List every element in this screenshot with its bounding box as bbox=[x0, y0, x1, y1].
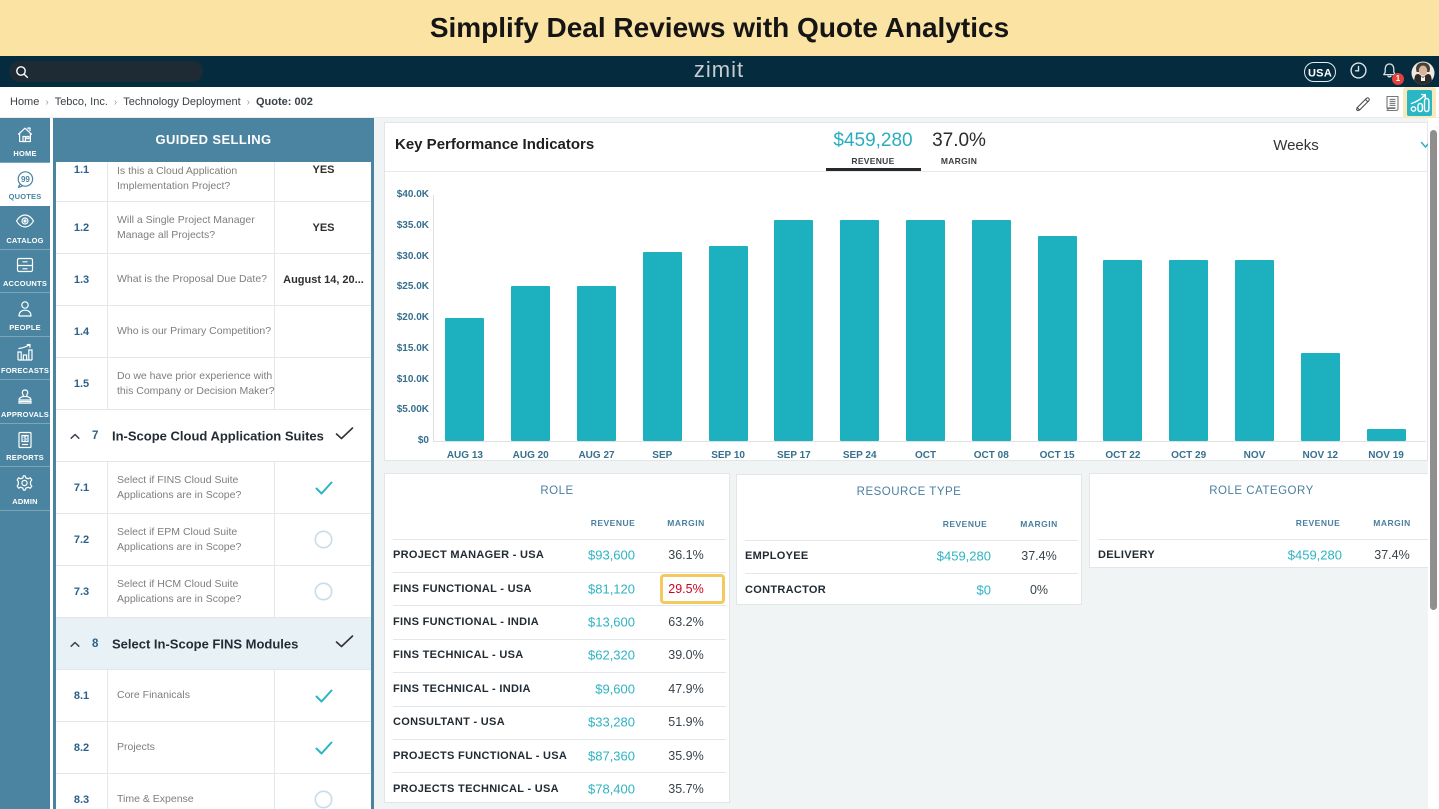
svg-text:99: 99 bbox=[21, 175, 30, 184]
svg-text:$: $ bbox=[23, 436, 27, 442]
svg-text:USA: USA bbox=[1308, 68, 1332, 80]
svg-text:zimit: zimit bbox=[694, 57, 744, 82]
